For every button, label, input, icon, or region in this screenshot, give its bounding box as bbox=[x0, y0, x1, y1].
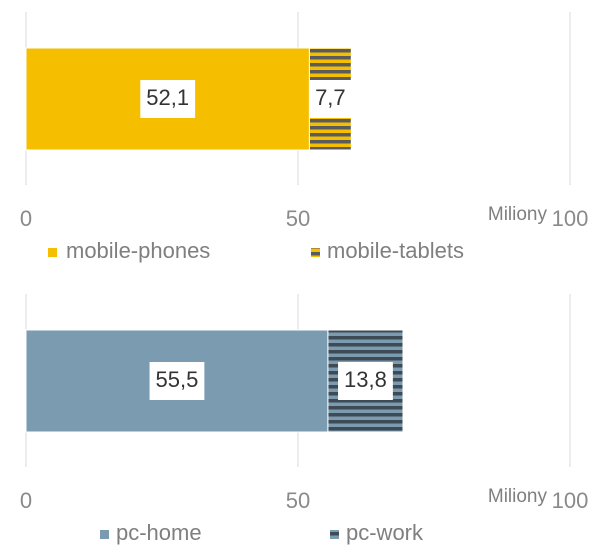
data-label-box bbox=[140, 80, 196, 118]
axis-label: Miliony bbox=[488, 204, 548, 225]
legend-label: pc-work bbox=[346, 520, 424, 545]
legend-marker bbox=[48, 248, 57, 257]
data-label: 55,5 bbox=[149, 362, 205, 400]
bar bbox=[25, 329, 329, 433]
axis-label: Miliony bbox=[488, 486, 548, 507]
data-label-text: 52,1 bbox=[146, 85, 189, 110]
data-label-box bbox=[149, 362, 205, 400]
data-label-text: 7,7 bbox=[315, 85, 346, 110]
data-label: 7,7 bbox=[309, 80, 352, 118]
x-tick-label: 100 bbox=[552, 488, 589, 513]
data-label: 52,1 bbox=[140, 80, 196, 118]
x-tick-label: 0 bbox=[20, 488, 32, 513]
legend-label: mobile-tablets bbox=[327, 238, 464, 263]
legend-marker bbox=[330, 530, 339, 539]
data-label-text: 55,5 bbox=[156, 367, 199, 392]
data-label: 13,8 bbox=[338, 362, 393, 400]
data-label-box bbox=[338, 362, 393, 400]
legend-label: mobile-phones bbox=[66, 238, 210, 263]
x-tick-label: 50 bbox=[286, 488, 310, 513]
x-tick-label: 0 bbox=[20, 206, 32, 231]
legend-marker bbox=[311, 248, 320, 257]
data-label-text: 13,8 bbox=[344, 367, 387, 392]
x-tick-label: 100 bbox=[552, 206, 589, 231]
x-tick-label: 50 bbox=[286, 206, 310, 231]
legend-label: pc-home bbox=[116, 520, 202, 545]
data-label-box bbox=[309, 80, 352, 118]
legend-marker bbox=[100, 530, 109, 539]
